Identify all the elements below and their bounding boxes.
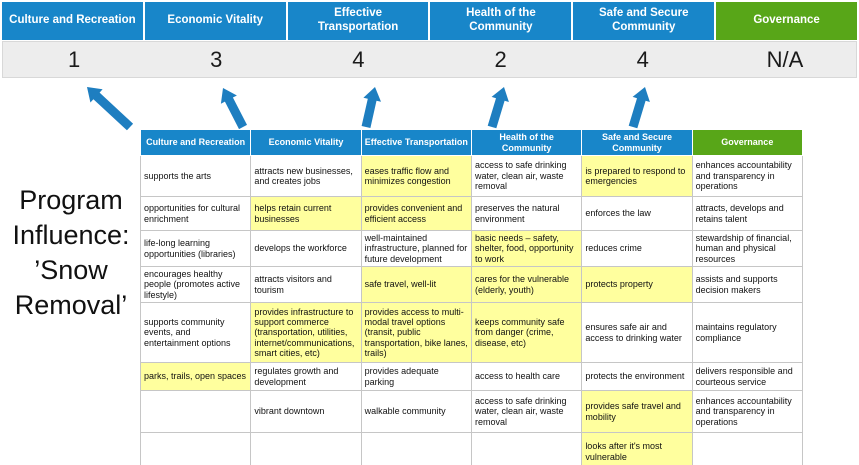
matrix-cell-r2-c0: life-long learning opportunities (librar… <box>139 229 252 268</box>
matrix-cell-r1-c3: preserves the natural environment <box>470 196 583 231</box>
matrix-cell-r5-c2: provides adequate parking <box>360 362 472 392</box>
influence-arrow <box>487 87 509 129</box>
summary-header-3: Health of the Community <box>430 2 572 40</box>
matrix-cell-r6-c1: vibrant downtown <box>250 390 362 434</box>
matrix-header-0: Culture and Recreation <box>139 129 252 156</box>
summary-score-0: 1 <box>67 46 81 72</box>
page-title: Program Influence: ’Snow Removal’ <box>12 185 130 321</box>
matrix-cell-r1-c0: opportunities for cultural enrichment <box>139 196 252 231</box>
matrix-row-2: life-long learning opportunities (librar… <box>139 229 804 268</box>
matrix-cell-r6-c5: enhances accountability and transparency… <box>691 390 804 434</box>
matrix-row-6: vibrant downtown walkable community access… <box>139 390 804 434</box>
matrix-cell-r4-c0: supports community events, and entertain… <box>139 302 252 364</box>
matrix-cell-r4-c1: provides infrastructure to support comme… <box>250 302 362 364</box>
summary-header-0: Culture and Recreation <box>2 2 143 40</box>
matrix-cell-r1-c5: attracts, develops and retains talent <box>691 196 804 231</box>
summary-score-4: 4 <box>636 46 649 72</box>
matrix-cell-r2-c3: basic needs – safety, shelter, food, opp… <box>470 229 583 268</box>
matrix-cell-r1-c2: provides convenient and efficient access <box>360 196 472 231</box>
matrix-cell-r5-c4: protects the environment <box>581 362 693 392</box>
matrix-header-5: Governance <box>691 129 804 156</box>
influence-arrow <box>220 88 247 130</box>
summary-header-row: Culture and Recreation Economic Vitality E… <box>2 2 857 40</box>
matrix-cell-r2-c5: stewardship of financial, human and phys… <box>691 229 804 268</box>
summary-score-3: 2 <box>494 46 507 72</box>
matrix-cell-r4-c5: maintains regulatory compliance <box>691 302 804 364</box>
matrix-cell-r0-c3: access to safe drinking water, clean air… <box>470 155 583 197</box>
matrix-cell-r7-c0 <box>139 432 252 465</box>
matrix-cell-r7-c1 <box>250 432 362 465</box>
matrix-cell-r3-c2: safe travel, well-lit <box>360 266 472 304</box>
matrix-cell-r0-c1: attracts new businesses, and creates job… <box>250 155 362 197</box>
matrix-cell-r1-c1: helps retain current businesses <box>250 196 362 231</box>
matrix-cell-r5-c0: parks, trails, open spaces <box>139 362 252 392</box>
matrix-header-4: Safe and Secure Community <box>581 129 693 156</box>
matrix-row-7: looks after it's most vulnerable <box>139 432 804 465</box>
summary-header-4: Safe and Secure Community <box>573 2 715 40</box>
matrix-header-2: Effective Transportation <box>360 129 472 156</box>
matrix-cell-r3-c1: attracts visitors and tourism <box>250 266 362 304</box>
matrix-row-4: supports community events, and entertain… <box>139 302 804 364</box>
influence-arrow <box>628 87 650 129</box>
matrix-cell-r7-c2 <box>360 432 472 465</box>
matrix-cell-r7-c4: looks after it's most vulnerable <box>581 432 693 465</box>
summary-score-1: 3 <box>210 46 223 72</box>
matrix-row-0: supports the arts attracts new businesses… <box>139 155 804 197</box>
matrix-row-5: parks, trails, open spaces regulates grow… <box>139 362 804 392</box>
matrix-cell-r0-c0: supports the arts <box>139 155 252 197</box>
matrix-cell-r2-c4: reduces crime <box>581 229 693 268</box>
matrix-cell-r0-c4: is prepared to respond to emergencies <box>581 155 693 197</box>
matrix-cell-r0-c5: enhances accountability and transparency… <box>691 155 804 197</box>
matrix-cell-r3-c5: assists and supports decision makers <box>691 266 804 304</box>
matrix-cell-r7-c3 <box>470 432 583 465</box>
matrix-header-1: Economic Vitality <box>250 129 362 156</box>
matrix-cell-r3-c4: protects property <box>581 266 693 304</box>
matrix-cell-r6-c4: provides safe travel and mobility <box>581 390 693 434</box>
summary-score-5: N/A <box>766 46 804 72</box>
matrix-row-3: encourages healthy people (promotes acti… <box>139 266 804 304</box>
matrix-cell-r5-c5: delivers responsible and courteous servi… <box>691 362 804 392</box>
matrix-cell-r5-c3: access to health care <box>470 362 583 392</box>
matrix-header-3: Health of the Community <box>470 129 583 156</box>
matrix-cell-r4-c2: provides access to multi-modal travel op… <box>360 302 472 364</box>
influence-matrix: Culture and Recreation Economic Vitality E… <box>139 129 804 465</box>
summary-score-2: 4 <box>352 46 365 72</box>
matrix-cell-r6-c3: access to safe drinking water, clean air… <box>470 390 583 434</box>
matrix-row-1: opportunities for cultural enrichment hel… <box>139 196 804 231</box>
matrix-cell-r2-c1: develops the workforce <box>250 229 362 268</box>
matrix-cell-r1-c4: enforces the law <box>581 196 693 231</box>
matrix-header-row: Culture and Recreation Economic Vitality E… <box>139 129 804 156</box>
summary-header-5: Governance <box>716 2 857 40</box>
matrix-cell-r0-c2: eases traffic flow and minimizes congest… <box>360 155 472 197</box>
summary-header-2: Effective Transportation <box>287 2 429 40</box>
matrix-cell-r2-c2: well-maintained infrastructure, planned … <box>360 229 472 268</box>
influence-arrow <box>87 87 134 131</box>
summary-score-row: 1 3 4 2 4 N/A <box>2 41 857 78</box>
summary-header-1: Economic Vitality <box>144 2 286 40</box>
matrix-body: supports the arts attracts new businesses… <box>139 155 804 465</box>
influence-arrow <box>361 87 381 128</box>
matrix-cell-r4-c4: ensures safe air and access to drinking … <box>581 302 693 364</box>
matrix-cell-r6-c2: walkable community <box>360 390 472 434</box>
matrix-cell-r3-c3: cares for the vulnerable (elderly, youth… <box>470 266 583 304</box>
matrix-cell-r6-c0 <box>139 390 252 434</box>
matrix-cell-r7-c5 <box>691 432 804 465</box>
matrix-cell-r4-c3: keeps community safe from danger (crime,… <box>470 302 583 364</box>
matrix-cell-r5-c1: regulates growth and development <box>250 362 362 392</box>
matrix-cell-r3-c0: encourages healthy people (promotes acti… <box>139 266 252 304</box>
